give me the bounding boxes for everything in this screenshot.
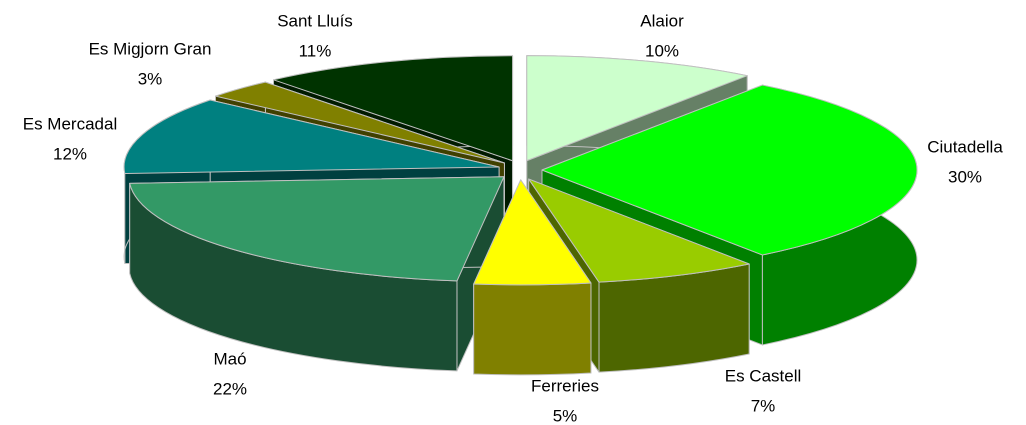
slice-label: Es Mercadal: [23, 114, 117, 133]
slice-outer-wall: [473, 282, 592, 376]
slice-label: Sant Lluís: [277, 11, 353, 30]
slice-label: Ciutadella: [927, 137, 1003, 156]
slice-top: [528, 178, 750, 283]
slice-top: [526, 55, 748, 162]
slice-top: [473, 179, 592, 286]
slice-value-label: 30%: [948, 167, 982, 186]
slice-top: [215, 81, 505, 164]
slice-value-label: 5%: [553, 406, 578, 425]
slice-top: [541, 84, 918, 256]
slice-value-label: 11%: [299, 41, 332, 60]
pie-slice: [129, 176, 505, 372]
slice-value-label: 3%: [138, 69, 163, 88]
slice-label: Ferreries: [531, 376, 599, 395]
slice-value-label: 10%: [645, 41, 679, 60]
slice-value-label: 7%: [751, 396, 776, 415]
slice-value-label: 12%: [53, 144, 87, 163]
slice-value-label: 22%: [213, 379, 247, 398]
pie-slice: [473, 179, 592, 376]
slice-label: Es Migjorn Gran: [89, 39, 212, 58]
slice-label: Es Castell: [725, 366, 802, 385]
slice-top: [123, 99, 500, 175]
slice-label: Maó: [213, 349, 246, 368]
slice-top: [273, 55, 514, 162]
slice-label: Alaior: [640, 11, 684, 30]
slice-top: [129, 176, 505, 282]
